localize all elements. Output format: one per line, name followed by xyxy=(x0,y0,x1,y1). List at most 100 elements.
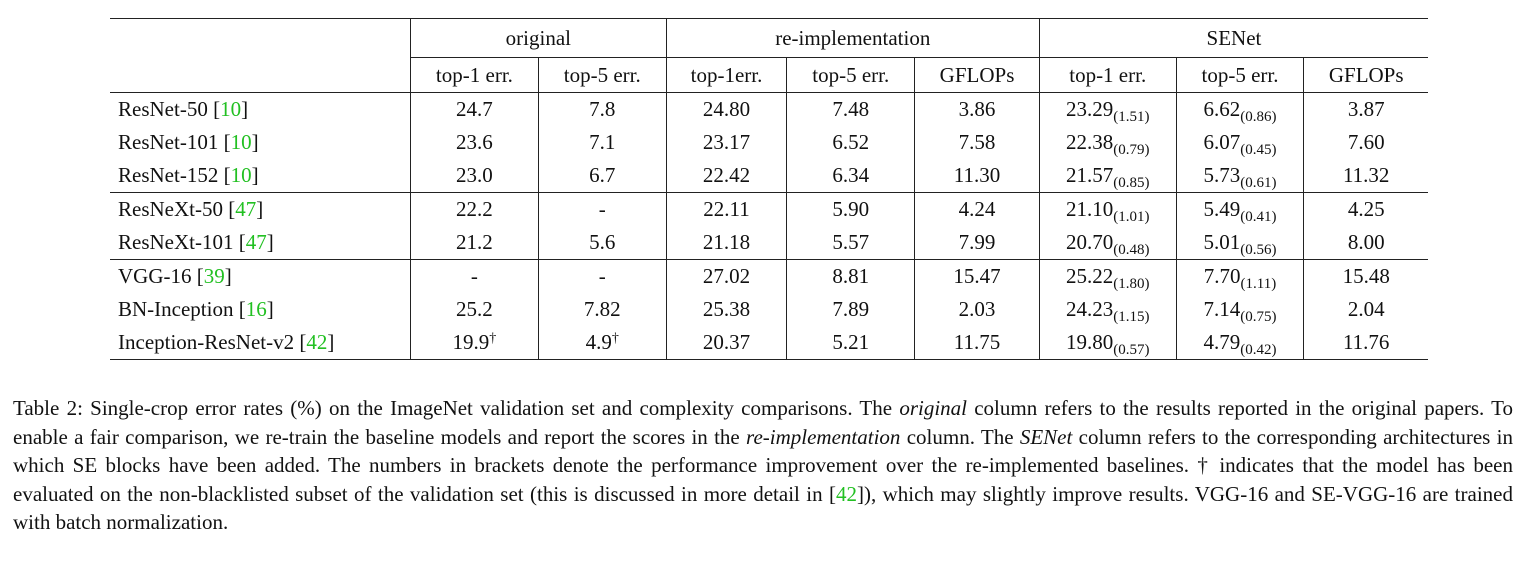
cell-reimpl-top1: 22.11 xyxy=(665,192,787,226)
cell-reimpl-gflops: 11.30 xyxy=(914,159,1040,193)
model-citation-link[interactable]: 10 xyxy=(230,163,252,187)
cell-original-top1-value: 21.2 xyxy=(456,230,493,254)
cell-senet-top5-improvement: (1.11) xyxy=(1240,276,1277,292)
cell-reimpl-top1-value: 23.17 xyxy=(702,130,751,154)
subheader-senet-top5: top-5 err. xyxy=(1175,57,1304,93)
cell-reimpl-top5: 6.52 xyxy=(786,126,915,159)
cell-reimpl-top1-value: 24.80 xyxy=(702,97,751,121)
cell-senet-top1-improvement: (0.79) xyxy=(1113,142,1150,158)
model-name: VGG-16 [ xyxy=(118,264,204,288)
cell-senet-top1: 21.57(0.85) xyxy=(1038,159,1177,193)
model-citation-link[interactable]: 39 xyxy=(203,264,225,288)
cell-reimpl-gflops-value: 15.47 xyxy=(953,264,1001,288)
caption-text: column. The xyxy=(900,424,1020,449)
cell-senet-gflops: 15.48 xyxy=(1303,259,1428,293)
cell-reimpl-top1: 20.37 xyxy=(665,326,787,360)
model-citation-link[interactable]: 42 xyxy=(306,330,328,354)
cell-original-top1: 25.2 xyxy=(410,293,539,326)
cell-original-top1-value: - xyxy=(470,264,478,288)
caption-text: Table 2: Single-crop error rates (%) on … xyxy=(13,396,900,420)
cell-original-top5: 6.7 xyxy=(537,159,667,193)
subheader-original-top1: top-1 err. xyxy=(410,57,539,93)
model-citation-link[interactable]: 10 xyxy=(220,97,242,121)
cell-original-top5-value: 7.1 xyxy=(589,130,616,154)
cell-senet-gflops-value: 2.04 xyxy=(1347,297,1385,321)
cell-original-top5: 7.1 xyxy=(537,126,667,159)
cell-senet-top5: 5.49(0.41) xyxy=(1175,192,1304,226)
cell-reimpl-gflops-value: 7.58 xyxy=(958,130,996,154)
cell-senet-gflops: 8.00 xyxy=(1303,226,1428,260)
cell-reimpl-top1-value: 27.02 xyxy=(702,264,751,288)
cell-senet-top5: 7.70(1.11) xyxy=(1175,259,1304,293)
cell-original-top5-value: 7.82 xyxy=(583,297,621,321)
cell-senet-top1-improvement: (1.51) xyxy=(1113,109,1150,125)
table-row: ResNet-152 [10] 23.0 6.7 22.42 6.34 11.30 21.5… xyxy=(110,159,1428,193)
caption-emphasis: original xyxy=(899,396,967,420)
cell-reimpl-top5: 6.34 xyxy=(786,159,915,193)
cell-original-top1-dagger: † xyxy=(489,331,497,346)
cell-reimpl-top1: 24.80 xyxy=(665,92,787,126)
cell-senet-top1-value: 21.10 xyxy=(1065,197,1114,221)
cell-reimpl-top5-value: 5.57 xyxy=(832,230,870,254)
cell-senet-top1-value: 20.70 xyxy=(1065,230,1114,254)
table-row: ResNeXt-50 [47] 22.2 - 22.11 5.90 4.24 21.10(1… xyxy=(110,192,1428,226)
cell-reimpl-top5-value: 7.48 xyxy=(832,97,870,121)
model-name: ResNet-152 [ xyxy=(118,163,231,187)
results-table: original re-implementation SENet top-1 e… xyxy=(110,18,1428,360)
cell-original-top5: - xyxy=(537,192,667,226)
cell-reimpl-top1: 21.18 xyxy=(665,226,787,260)
cell-senet-top5-value: 6.62 xyxy=(1203,97,1241,121)
cell-reimpl-gflops-value: 11.30 xyxy=(953,163,1001,187)
model-citation-link[interactable]: 10 xyxy=(230,130,252,154)
cell-senet-top5-value: 5.49 xyxy=(1203,197,1241,221)
cell-reimpl-top1-value: 22.11 xyxy=(703,197,750,221)
subheader-original-top5: top-5 err. xyxy=(537,57,667,93)
cell-original-top1: 19.9† xyxy=(410,326,539,360)
model-citation-link[interactable]: 16 xyxy=(245,297,267,321)
cell-reimpl-gflops-value: 3.86 xyxy=(958,97,996,121)
model-name: BN-Inception [ xyxy=(118,297,246,321)
table-row: ResNeXt-101 [47] 21.2 5.6 21.18 5.57 7.99 20.7… xyxy=(110,226,1428,260)
cell-senet-top5-value: 4.79 xyxy=(1203,330,1241,354)
subheader-reimpl-top1: top-1err. xyxy=(665,57,787,93)
cell-reimpl-gflops: 11.75 xyxy=(914,326,1040,360)
cell-original-top1-value: 24.7 xyxy=(456,97,493,121)
model-citation-bracket: ] xyxy=(241,97,249,121)
cell-reimpl-top5: 5.57 xyxy=(786,226,915,260)
cell-senet-top1-improvement: (0.57) xyxy=(1113,342,1150,358)
cell-original-top5-value: - xyxy=(598,264,606,288)
cell-original-top1-value: 19.9 xyxy=(452,330,490,354)
cell-senet-gflops: 4.25 xyxy=(1303,192,1428,226)
cell-senet-top1: 23.29(1.51) xyxy=(1038,92,1177,126)
cell-senet-top5-improvement: (0.61) xyxy=(1240,175,1277,191)
caption-text: column refers to the corresponding archi… xyxy=(13,424,1513,506)
subheader-senet-top1: top-1 err. xyxy=(1038,57,1177,93)
cell-reimpl-top5-value: 6.34 xyxy=(832,163,870,187)
model-name-cell: Inception-ResNet-v2 [42] xyxy=(110,326,411,360)
group-reimplementation: re-implementation xyxy=(665,18,1040,58)
caption-emphasis: re-implementation xyxy=(746,424,901,449)
model-citation-link[interactable]: 47 xyxy=(245,230,267,254)
table-caption: Table 2: Single-crop error rates (%) on … xyxy=(13,394,1513,537)
cell-original-top5-value: 7.8 xyxy=(589,97,616,121)
cell-reimpl-top5-value: 5.90 xyxy=(832,197,870,221)
cell-original-top1: 24.7 xyxy=(410,92,539,126)
model-citation-bracket: ] xyxy=(266,230,274,254)
table-row: ResNet-50 [10] 24.7 7.8 24.80 7.48 3.86 23.29(… xyxy=(110,92,1428,126)
model-name-cell: ResNet-101 [10] xyxy=(110,126,411,159)
cell-reimpl-top5: 7.89 xyxy=(786,293,915,326)
model-citation-bracket: ] xyxy=(224,264,232,288)
table-row: BN-Inception [16] 25.2 7.82 25.38 7.89 2.03 24… xyxy=(110,293,1428,326)
model-citation-link[interactable]: 47 xyxy=(235,197,257,221)
model-citation-bracket: ] xyxy=(256,197,264,221)
caption-citation-link[interactable]: 42 xyxy=(835,481,857,506)
cell-senet-top5-value: 7.70 xyxy=(1203,264,1241,288)
model-subheader-cell xyxy=(110,57,411,93)
model-name-cell: ResNet-152 [10] xyxy=(110,159,411,193)
cell-senet-gflops: 2.04 xyxy=(1303,293,1428,326)
cell-senet-top1-value: 25.22 xyxy=(1065,264,1114,288)
cell-senet-top5-improvement: (0.86) xyxy=(1240,109,1277,125)
cell-original-top1-value: 25.2 xyxy=(456,297,493,321)
cell-reimpl-top1-value: 21.18 xyxy=(702,230,751,254)
cell-senet-top1-improvement: (1.80) xyxy=(1113,276,1150,292)
